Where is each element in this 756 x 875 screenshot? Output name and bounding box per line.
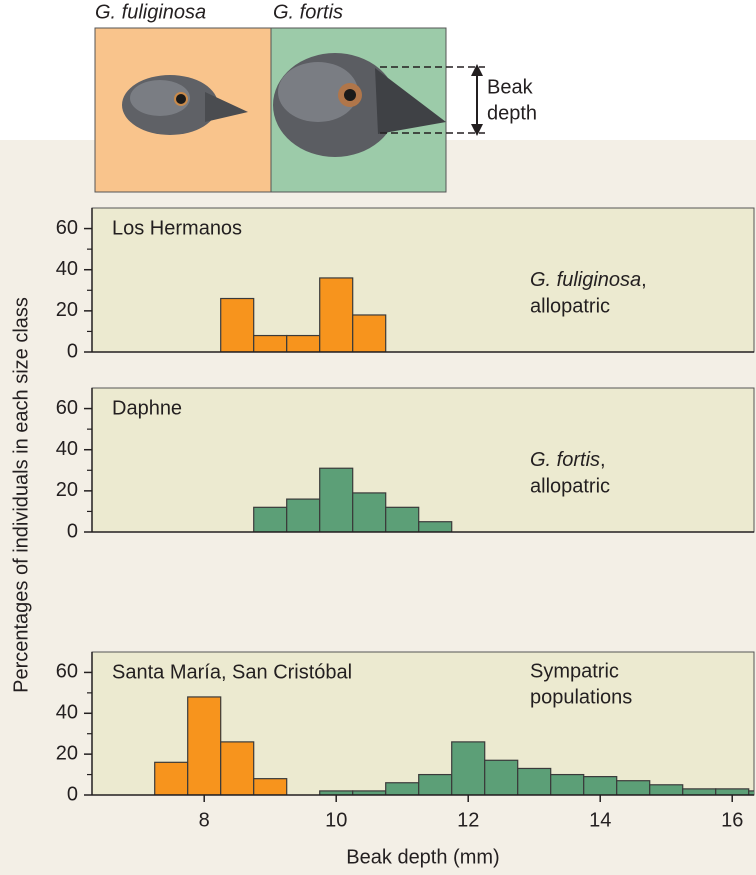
y-axis-label: Percentages of individuals in each size … [10,297,32,693]
histogram-bar [385,506,420,532]
histogram-bar [418,521,453,532]
histogram-bar [418,773,453,795]
y-tick-label: 0 [67,340,78,362]
histogram-bar [220,297,255,352]
bars [253,467,453,532]
histogram-bar [550,773,585,795]
histogram-bar [583,776,618,795]
y-tick-label: 60 [56,217,78,239]
annotation: populations [530,686,632,708]
histogram-bar [715,788,750,795]
histogram-bar [187,696,222,795]
histogram-bar [154,761,189,795]
x-axis-label: Beak depth (mm) [346,846,499,868]
histogram-bar [517,767,552,795]
annotation-suffix: , [641,269,647,291]
histogram-bar [385,782,420,795]
histogram-bar [253,778,288,795]
x-tick-label: 14 [589,809,611,831]
histogram-bar [286,334,321,352]
annotation: Sympatric [530,660,619,682]
histogram-bar [253,334,288,352]
annotation: allopatric [530,295,610,317]
histogram-bar [352,492,387,532]
y-tick-label: 20 [56,742,78,764]
annotation: G. fortis, [530,449,606,471]
x-tick-label: 12 [457,809,479,831]
y-tick-label: 0 [67,520,78,542]
annotation: allopatric [530,475,610,497]
illustration: G. fuliginosa G. fortis Beak depth [94,1,537,193]
y-tick-label: 40 [56,258,78,280]
histogram-bar [649,784,684,795]
annotation: G. fuliginosa, [530,269,647,291]
histogram-bar [484,759,519,795]
y-tick-label: 40 [56,438,78,460]
panel-title: Daphne [112,397,182,419]
annotation-suffix: , [600,449,606,471]
y-tick-label: 60 [56,397,78,419]
histogram-bar [253,506,288,532]
annotation-species: G. fortis [530,449,600,471]
y-tick-label: 20 [56,479,78,501]
histogram-bar [682,788,717,795]
x-tick-label: 10 [325,809,347,831]
y-tick-label: 20 [56,299,78,321]
bars [154,696,754,795]
measure-label: depth [487,102,537,124]
measure-label: Beak [487,76,534,98]
species-label: G. fuliginosa [95,1,206,23]
histogram-bar [748,790,754,795]
small-bird [122,75,248,135]
histogram-bar [451,741,486,795]
y-tick-label: 60 [56,661,78,683]
y-tick-label: 40 [56,702,78,724]
histogram-bar [319,277,354,352]
x-tick-label: 16 [721,809,743,831]
annotation-species: G. fuliginosa [530,269,641,291]
histogram-bar [319,467,354,532]
plot-area [91,207,755,353]
histogram-bar [616,780,651,795]
plot-area [91,387,755,533]
large-bird [273,53,446,157]
bars [220,277,387,352]
panel-title: Los Hermanos [112,217,242,239]
y-tick-label: 0 [67,783,78,805]
panel-title: Santa María, San Cristóbal [112,661,352,683]
histogram-bar [220,741,255,795]
x-tick-label: 8 [199,809,210,831]
species-label: G. fortis [273,1,343,23]
histogram-bar [286,498,321,532]
histogram-bar [352,314,387,352]
